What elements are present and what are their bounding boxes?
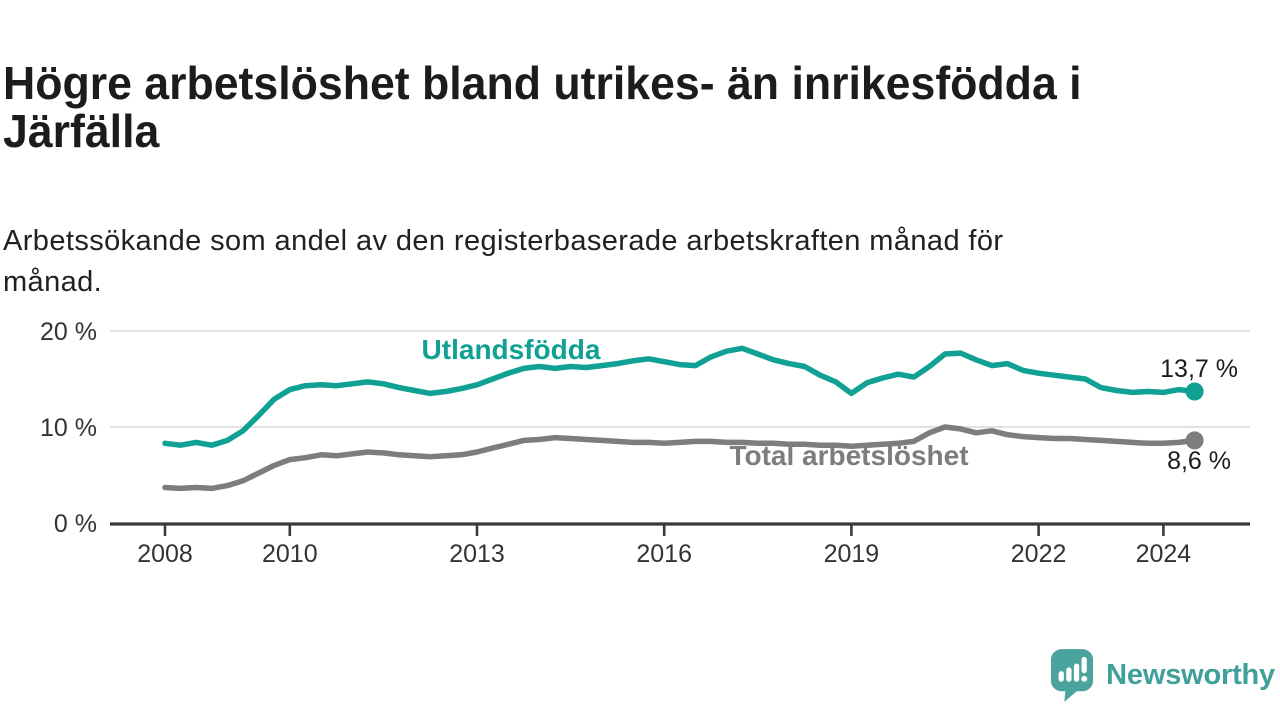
chart-title-line-1: Högre arbetslöshet bland utrikes- än inr… — [3, 56, 1082, 109]
newsworthy-logo: Newsworthy — [1050, 648, 1275, 702]
chart-title-line-2: Järfälla — [3, 105, 160, 158]
x-tick-label-2008: 2008 — [137, 540, 193, 568]
x-tick-label-2010: 2010 — [262, 540, 318, 568]
newsworthy-wordmark: Newsworthy — [1106, 658, 1275, 691]
chart-subtitle-line-1: Arbetssökande som andel av den registerb… — [3, 225, 1004, 257]
chart-subtitle-line-2: månad. — [3, 265, 103, 298]
series-label-utlandsfodda: Utlandsfödda — [422, 334, 601, 365]
series-line-total — [162, 424, 1198, 492]
chart-subtitle: Arbetssökande som andel av den registerb… — [3, 221, 1223, 302]
y-tick-label-20pct: 20 % — [40, 318, 97, 346]
series-line-utlandsfodda — [162, 345, 1198, 448]
series-label-total: Total arbetslöshet — [729, 440, 968, 471]
series-end-value-utlandsfodda: 13,7 % — [1160, 355, 1238, 383]
series-end-value-total: 8,6 % — [1167, 447, 1231, 475]
y-tick-label-0pct: 0 % — [54, 510, 97, 538]
x-tick-label-2019: 2019 — [824, 540, 880, 568]
x-tick-label-2024: 2024 — [1136, 540, 1192, 568]
x-tick-label-2022: 2022 — [1011, 540, 1067, 568]
x-tick-label-2013: 2013 — [449, 540, 505, 568]
series-end-dot-utlandsfodda — [1185, 382, 1204, 401]
chart-title: Högre arbetslöshet bland utrikes- än inr… — [3, 59, 1235, 156]
newsworthy-icon — [1051, 649, 1094, 702]
x-tick-label-2016: 2016 — [636, 540, 692, 568]
y-tick-label-10pct: 10 % — [40, 414, 97, 442]
series-end-dot-total — [1185, 431, 1204, 450]
